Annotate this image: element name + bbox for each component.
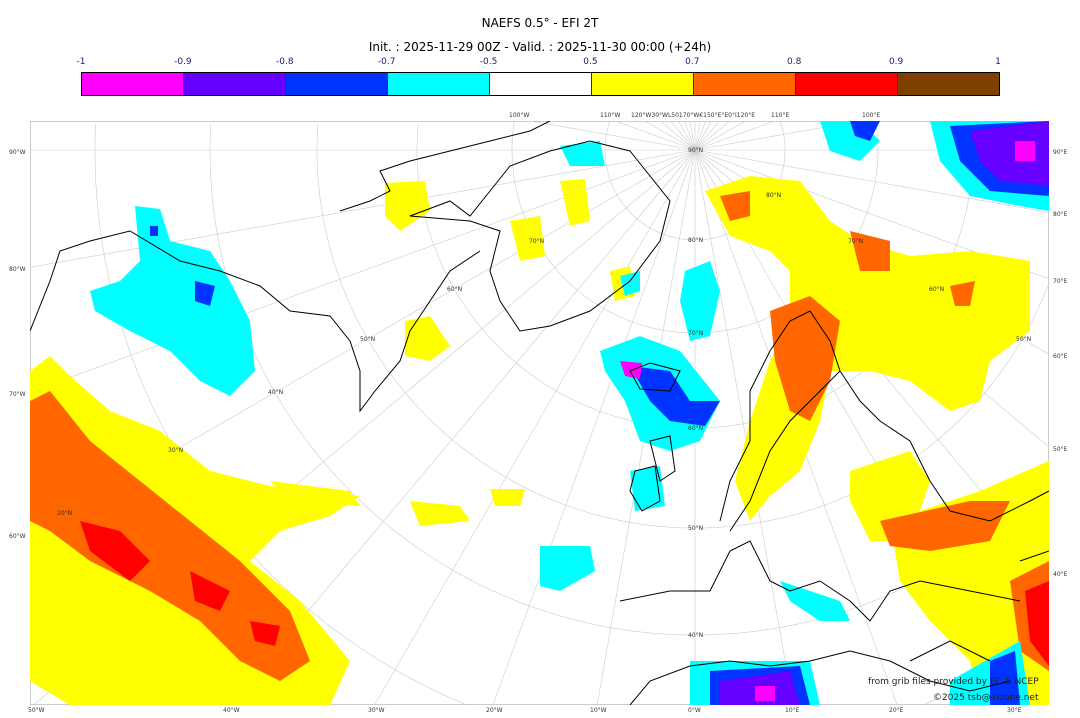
latitude-label: 60°N: [447, 286, 463, 293]
latitude-label: 50°N: [360, 336, 376, 343]
efi-map: [30, 121, 1049, 705]
right-axis-label: 60°E: [1053, 353, 1068, 360]
bottom-axis-label: 0°W: [688, 707, 701, 714]
colorbar-label: 0.5: [583, 57, 598, 67]
meridian-line: [694, 121, 730, 151]
meridian-line: [644, 121, 696, 151]
bottom-axis-label: 30°W: [368, 707, 385, 714]
latitude-label: 70°N: [848, 238, 864, 245]
colorbar-label: 1: [995, 57, 1001, 67]
colorbar-swatch: [184, 73, 286, 95]
meridian-line: [684, 121, 696, 151]
meridian-line: [694, 149, 794, 705]
colorbar-swatch: [82, 73, 184, 95]
colorbar-swatch: [796, 73, 898, 95]
bottom-axis-label: 40°W: [223, 707, 240, 714]
colorbar-label: -0.7: [377, 57, 396, 67]
meridian-line: [694, 149, 1049, 213]
top-axis-label: 100°E: [862, 112, 881, 119]
meridian-line: [660, 121, 696, 151]
map-subtitle: Init. : 2025-11-29 00Z - Valid. : 2025-1…: [368, 40, 712, 54]
meridian-line: [689, 121, 696, 151]
colorbar-swatch: [898, 73, 999, 95]
colorbar-label: 0.7: [685, 57, 700, 67]
latitude-label: 50°N: [688, 525, 704, 532]
coastlines: [30, 121, 1049, 705]
right-axis-label: 70°E: [1053, 278, 1068, 285]
latitude-label: 80°N: [688, 237, 704, 244]
bottom-axis-label: 10°E: [785, 707, 800, 714]
meridian-line: [694, 121, 720, 151]
latitude-label: 70°N: [688, 330, 704, 337]
map-title: NAEFS 0.5° - EFI 2T: [481, 16, 599, 30]
colorbar-swatch: [388, 73, 490, 95]
bottom-axis-label: 20°W: [486, 707, 503, 714]
data-source-credit: from grib files provided by EC & NCEP: [868, 677, 1039, 687]
top-axis-label: 110°W: [600, 112, 621, 119]
left-axis-label: 60°W: [9, 533, 26, 540]
left-axis-label: 90°W: [9, 149, 26, 156]
colorbar-label: 0.9: [888, 57, 904, 67]
copyright: ©2025 tsb@irizone.net: [933, 693, 1039, 703]
efi-fields: [30, 121, 1049, 705]
colorbar-label: -0.8: [275, 57, 294, 67]
meridian-line: [694, 121, 706, 151]
top-axis-label: 110°E: [771, 112, 790, 119]
right-axis-label: 80°E: [1053, 211, 1068, 218]
colorbar-swatch: [592, 73, 694, 95]
meridian-line: [670, 121, 696, 151]
colorbar-label: -0.5: [479, 57, 498, 67]
colorbar-swatch: [694, 73, 796, 95]
bottom-axis-label: 20°E: [889, 707, 904, 714]
latitude-circle: [316, 123, 1049, 529]
top-axis-label: 100°W: [509, 112, 530, 119]
colorbar: [81, 72, 1000, 96]
meridian-line: [678, 121, 696, 151]
latitude-label: 60°N: [688, 425, 704, 432]
meridian-line: [694, 121, 746, 151]
latitude-label: 30°N: [168, 447, 184, 454]
latitude-label: 90°N: [688, 147, 704, 154]
bottom-axis-label: 10°W: [590, 707, 607, 714]
colorbar-label: -0.9: [174, 57, 192, 67]
colorbar-swatch: [286, 73, 388, 95]
meridian-line: [530, 121, 696, 151]
latitude-label: 20°N: [57, 510, 73, 517]
left-axis-label: 70°W: [9, 391, 26, 398]
right-axis-label: 50°E: [1053, 446, 1068, 453]
bottom-axis-label: 30°E: [1007, 707, 1022, 714]
bottom-axis-label: 50°W: [28, 707, 45, 714]
latitude-label: 80°N: [766, 192, 782, 199]
meridian-line: [694, 121, 775, 151]
left-axis-label: 80°W: [9, 266, 26, 273]
latitude-label: 70°N: [529, 238, 545, 245]
meridian-line: [694, 121, 701, 151]
colorbar-label: -1: [76, 57, 86, 67]
right-axis-label: 40°E: [1053, 571, 1068, 578]
meridian-line: [374, 149, 696, 705]
latitude-label: 60°N: [929, 286, 945, 293]
latitude-label: 50°N: [1016, 336, 1032, 343]
meridian-line: [615, 121, 696, 151]
latitude-label: 40°N: [688, 632, 704, 639]
top-axis-label: 120°W30°WL50170°W€150°E°E0°I120°E: [631, 112, 755, 119]
colorbar-swatch: [490, 73, 592, 95]
meridian-line: [694, 121, 712, 151]
meridian-line: [492, 149, 696, 705]
colorbar-label: 0.8: [787, 57, 802, 67]
latitude-label: 40°N: [268, 389, 284, 396]
right-axis-label: 90°E: [1053, 149, 1068, 156]
